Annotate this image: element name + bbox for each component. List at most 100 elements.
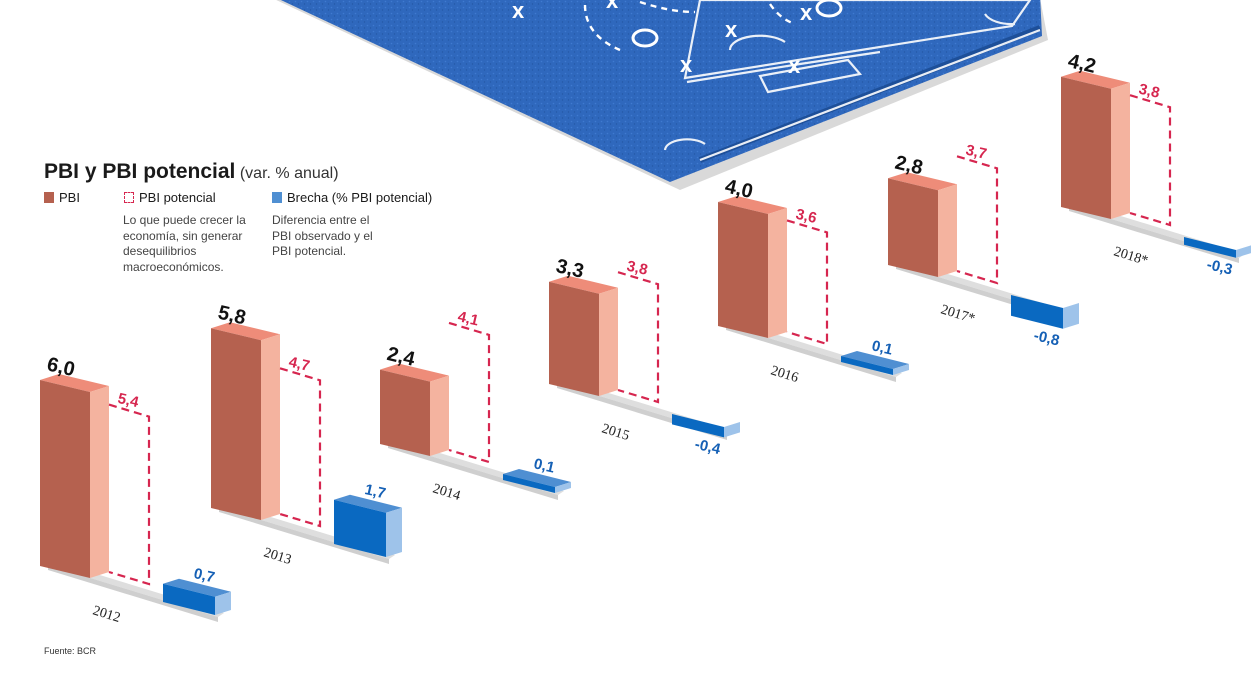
pbi-bar-side [938,184,957,277]
brecha-bar-top [503,469,571,487]
pbi-potencial-value-label: 3,7 [964,142,988,163]
pbi-bar [211,328,261,520]
football-pitch-illustration: x x x x x x [276,0,1048,190]
brecha-bar-side [215,591,231,615]
brecha-value-label: -0,3 [1205,256,1234,278]
brecha-bar-side [555,482,571,493]
brecha-value-label: 0,1 [870,337,894,358]
pbi-bar-side [430,375,449,456]
svg-text:x: x [800,0,813,25]
floor-slab [219,507,389,564]
brecha-bar-side [386,507,402,557]
brecha-value-label: -0,4 [693,436,723,459]
pbi-bar [718,202,768,338]
brecha-value-label: -0,8 [1032,327,1061,349]
pbi-bar-top [40,374,109,392]
svg-text:x: x [725,17,738,42]
pbi-potencial-value-label: 5,4 [116,390,141,411]
pbi-potencial-note: Lo que puede crecer la economía, sin gen… [123,213,246,274]
chart-title: PBI y PBI potencial [44,160,236,183]
pbi-bar-top [380,363,449,382]
brecha-bar-top [334,494,402,513]
brecha-bar-side [1063,303,1079,329]
chart-title-block: PBI y PBI potencial (var. % anual) [44,160,339,184]
brecha-swatch-icon [272,192,282,203]
pbi-potencial-value-label: 4,1 [456,308,480,329]
legend-brecha-label: Brecha (% PBI potencial) [287,190,433,205]
brecha-bar [1184,237,1236,258]
pbi-potencial-outline [448,321,491,464]
brecha-bar-side [1236,245,1251,258]
pbi-potencial-value-label: 4,7 [287,354,311,375]
brecha-bar [163,583,215,615]
brecha-bar-side [724,422,740,438]
brecha-bar-side [893,364,909,375]
floor-slab [388,443,558,500]
brecha-bar [1011,295,1063,329]
pbi-swatch-icon [44,192,54,203]
floor-slab [1069,206,1239,263]
chart-subtitle: (var. % anual) [239,165,339,182]
brecha-value-label: 0,7 [192,565,216,586]
category-label: 2014 [431,481,462,504]
pbi-potencial-value-label: 3,8 [1137,81,1161,102]
pbi-potencial-outline [108,403,151,586]
pbi-potencial-swatch-icon [124,192,134,203]
pbi-potencial-outline [956,155,999,285]
svg-text:x: x [680,52,693,77]
brecha-bar-top [163,578,231,597]
legend-pbi-potencial-label: PBI potencial [139,190,216,205]
pbi-bar [888,178,938,277]
pbi-potencial-value-label: 3,8 [625,258,649,279]
brecha-bar [672,414,724,438]
category-label: 2015 [600,421,631,444]
brecha-value-label: 0,1 [532,455,556,476]
pbi-bar-side [768,208,787,338]
legend-pbi-label: PBI [59,190,80,205]
pbi-bar [1061,76,1111,219]
brecha-bar [503,474,555,493]
pbi-bar [549,281,599,396]
category-label: 2018* [1112,244,1150,269]
pbi-potencial-outline [617,271,660,404]
pbi-bar-side [261,334,280,520]
legend-item-pbi: PBI [44,190,80,205]
floor-slab [48,565,218,622]
pbi-bar-top [888,172,957,191]
svg-text:x: x [512,0,525,23]
pbi-bar-top [211,322,280,341]
pbi-bar [40,380,90,578]
category-label: 2013 [262,545,293,568]
pbi-bar [380,369,430,456]
pbi-bar-side [90,386,109,578]
brecha-value-label: 1,7 [363,481,387,502]
pbi-bar-side [599,287,618,396]
legend-item-brecha: Brecha (% PBI potencial) [272,190,432,205]
category-label: 2017* [939,302,977,327]
legend-item-pbi-potencial: PBI potencial [124,190,216,205]
category-label: 2016 [769,363,800,386]
pbi-potencial-value-label: 3,6 [794,206,818,227]
pbi-bar-top [718,196,787,214]
svg-text:x: x [606,0,619,13]
pbi-potencial-outline [279,367,322,528]
brecha-bar [841,356,893,375]
brecha-bar-top [841,351,909,369]
svg-text:x: x [788,53,801,78]
brecha-bar [334,499,386,557]
floor-slab [726,325,896,382]
pbi-potencial-outline [786,219,829,346]
category-label: 2012 [91,603,122,626]
pbi-potencial-outline [1129,94,1172,227]
source-note: Fuente: BCR [44,646,97,656]
brecha-note: Diferencia entre el PBI observado y el P… [272,213,373,258]
pbi-bar-top [549,275,618,294]
